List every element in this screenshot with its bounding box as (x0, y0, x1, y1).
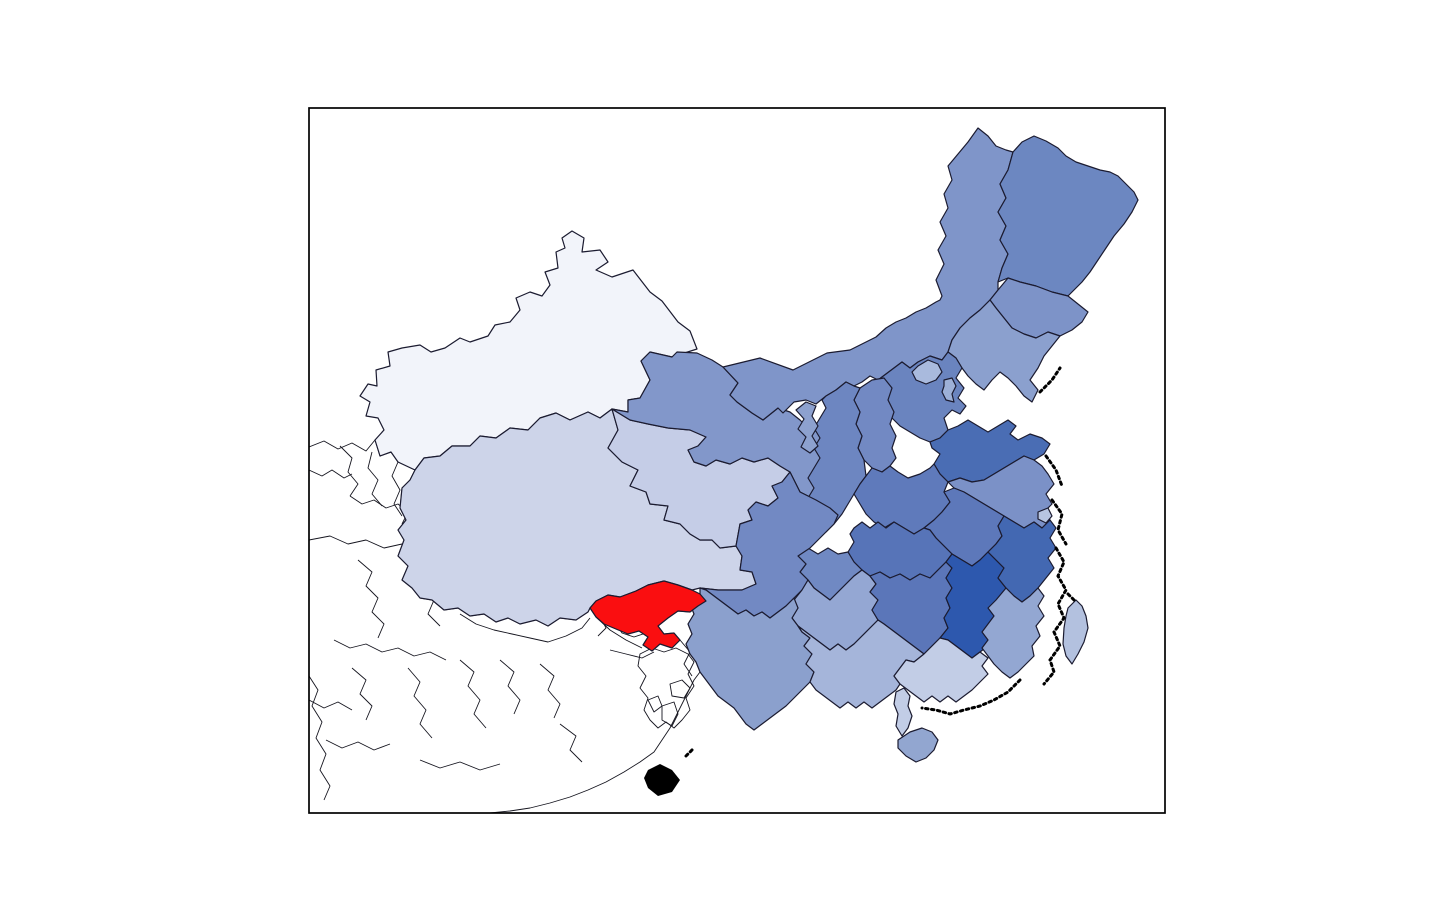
region-ningxia (795, 401, 819, 454)
region-liaoning (947, 299, 1061, 403)
highlighted-region-red (589, 580, 707, 652)
coastal-islands (644, 366, 1076, 796)
region-yunnan (685, 587, 815, 731)
region-zhejiang (987, 515, 1057, 603)
region-fujian (981, 587, 1045, 679)
axes-frame (308, 107, 1166, 814)
region-taiwan (1062, 599, 1089, 665)
region-beijing (911, 359, 943, 385)
region-guangdong (893, 637, 989, 703)
sundarbans-delta-speckle (644, 764, 680, 796)
region-leizhou-peninsula (893, 687, 913, 737)
region-heilongjiang (997, 135, 1139, 297)
region-hainan (897, 727, 939, 763)
region-tianjin (941, 377, 957, 403)
region-shanghai (1037, 507, 1053, 524)
